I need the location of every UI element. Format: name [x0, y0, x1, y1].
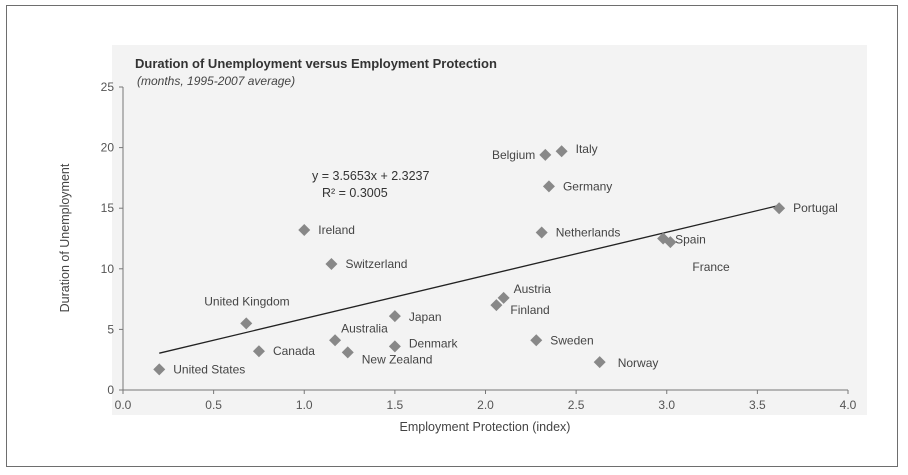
data-point-marker	[490, 299, 503, 312]
data-point-marker	[388, 310, 401, 323]
chart-subtitle: (months, 1995-2007 average)	[137, 74, 295, 88]
trend-equation: y = 3.5653x + 2.3237	[312, 169, 430, 183]
axes	[122, 87, 848, 391]
point-label: Ireland	[318, 223, 355, 237]
data-point-marker	[530, 334, 543, 347]
data-point-marker	[329, 334, 342, 347]
data-point-marker	[773, 202, 786, 215]
x-tick-label: 2.0	[477, 398, 494, 412]
point-label: Japan	[409, 310, 442, 324]
point-label: Canada	[273, 344, 315, 358]
data-point-marker	[593, 356, 606, 369]
point-label: Spain	[675, 233, 706, 247]
x-tick-label: 3.0	[658, 398, 675, 412]
point-label: Portugal	[793, 201, 838, 215]
data-point-marker	[298, 224, 311, 237]
data-point-marker	[341, 346, 354, 359]
x-axis-label: Employment Protection (index)	[400, 420, 571, 434]
point-label: Switzerland	[345, 257, 407, 271]
point-label: New Zealand	[362, 352, 433, 366]
x-tick-label: 1.5	[387, 398, 404, 412]
data-point-marker	[240, 317, 253, 330]
data-point-marker	[535, 226, 548, 239]
trend-r-squared: R² = 0.3005	[322, 186, 388, 200]
y-axis-label: Duration of Unemployment	[58, 163, 72, 312]
data-point-marker	[539, 148, 552, 161]
data-point-marker	[497, 291, 510, 304]
data-point-marker	[664, 236, 677, 249]
data-point-marker	[388, 340, 401, 353]
point-label: Italy	[576, 142, 598, 156]
y-tick-label: 5	[107, 322, 114, 336]
data-point-marker	[325, 257, 338, 270]
x-tick-label: 1.0	[296, 398, 313, 412]
point-label: Austria	[514, 282, 552, 296]
point-label: Norway	[618, 356, 659, 370]
x-tick-label: 3.5	[749, 398, 766, 412]
x-tick-label: 0.0	[115, 398, 132, 412]
data-point-marker	[153, 363, 166, 376]
point-label: Australia	[341, 321, 388, 335]
plot-background	[112, 45, 867, 415]
point-label: Sweden	[550, 333, 593, 347]
y-tick-label: 20	[101, 141, 115, 155]
y-tick-label: 25	[101, 80, 115, 94]
ticks: 0.0 0.5 1.0 1.5 2.0 2.5 3.0 3.5 4.0 0 5 10 15 20 25	[101, 80, 857, 412]
point-label: Germany	[563, 179, 612, 193]
x-tick-label: 4.0	[840, 398, 857, 412]
chart-title: Duration of Unemployment versus Employme…	[135, 56, 497, 71]
data-point-marker	[555, 145, 568, 158]
point-label: Finland	[510, 303, 549, 317]
point-label: Denmark	[409, 336, 459, 350]
y-tick-label: 10	[101, 262, 115, 276]
point-label: United States	[173, 362, 245, 376]
y-tick-label: 15	[101, 201, 115, 215]
point-label: Belgium	[492, 148, 535, 162]
x-tick-label: 2.5	[568, 398, 585, 412]
trendline	[159, 204, 780, 354]
data-point-marker	[542, 180, 555, 193]
point-label: France	[692, 260, 730, 274]
x-tick-label: 0.5	[205, 398, 222, 412]
point-labels: United States United Kingdom Canada Ireland…	[173, 142, 838, 376]
y-tick-label: 0	[107, 383, 114, 397]
trendline-group	[159, 204, 780, 354]
data-points	[153, 145, 786, 376]
point-label: United Kingdom	[204, 294, 289, 308]
point-label: Netherlands	[556, 225, 621, 239]
data-point-marker	[252, 345, 265, 358]
